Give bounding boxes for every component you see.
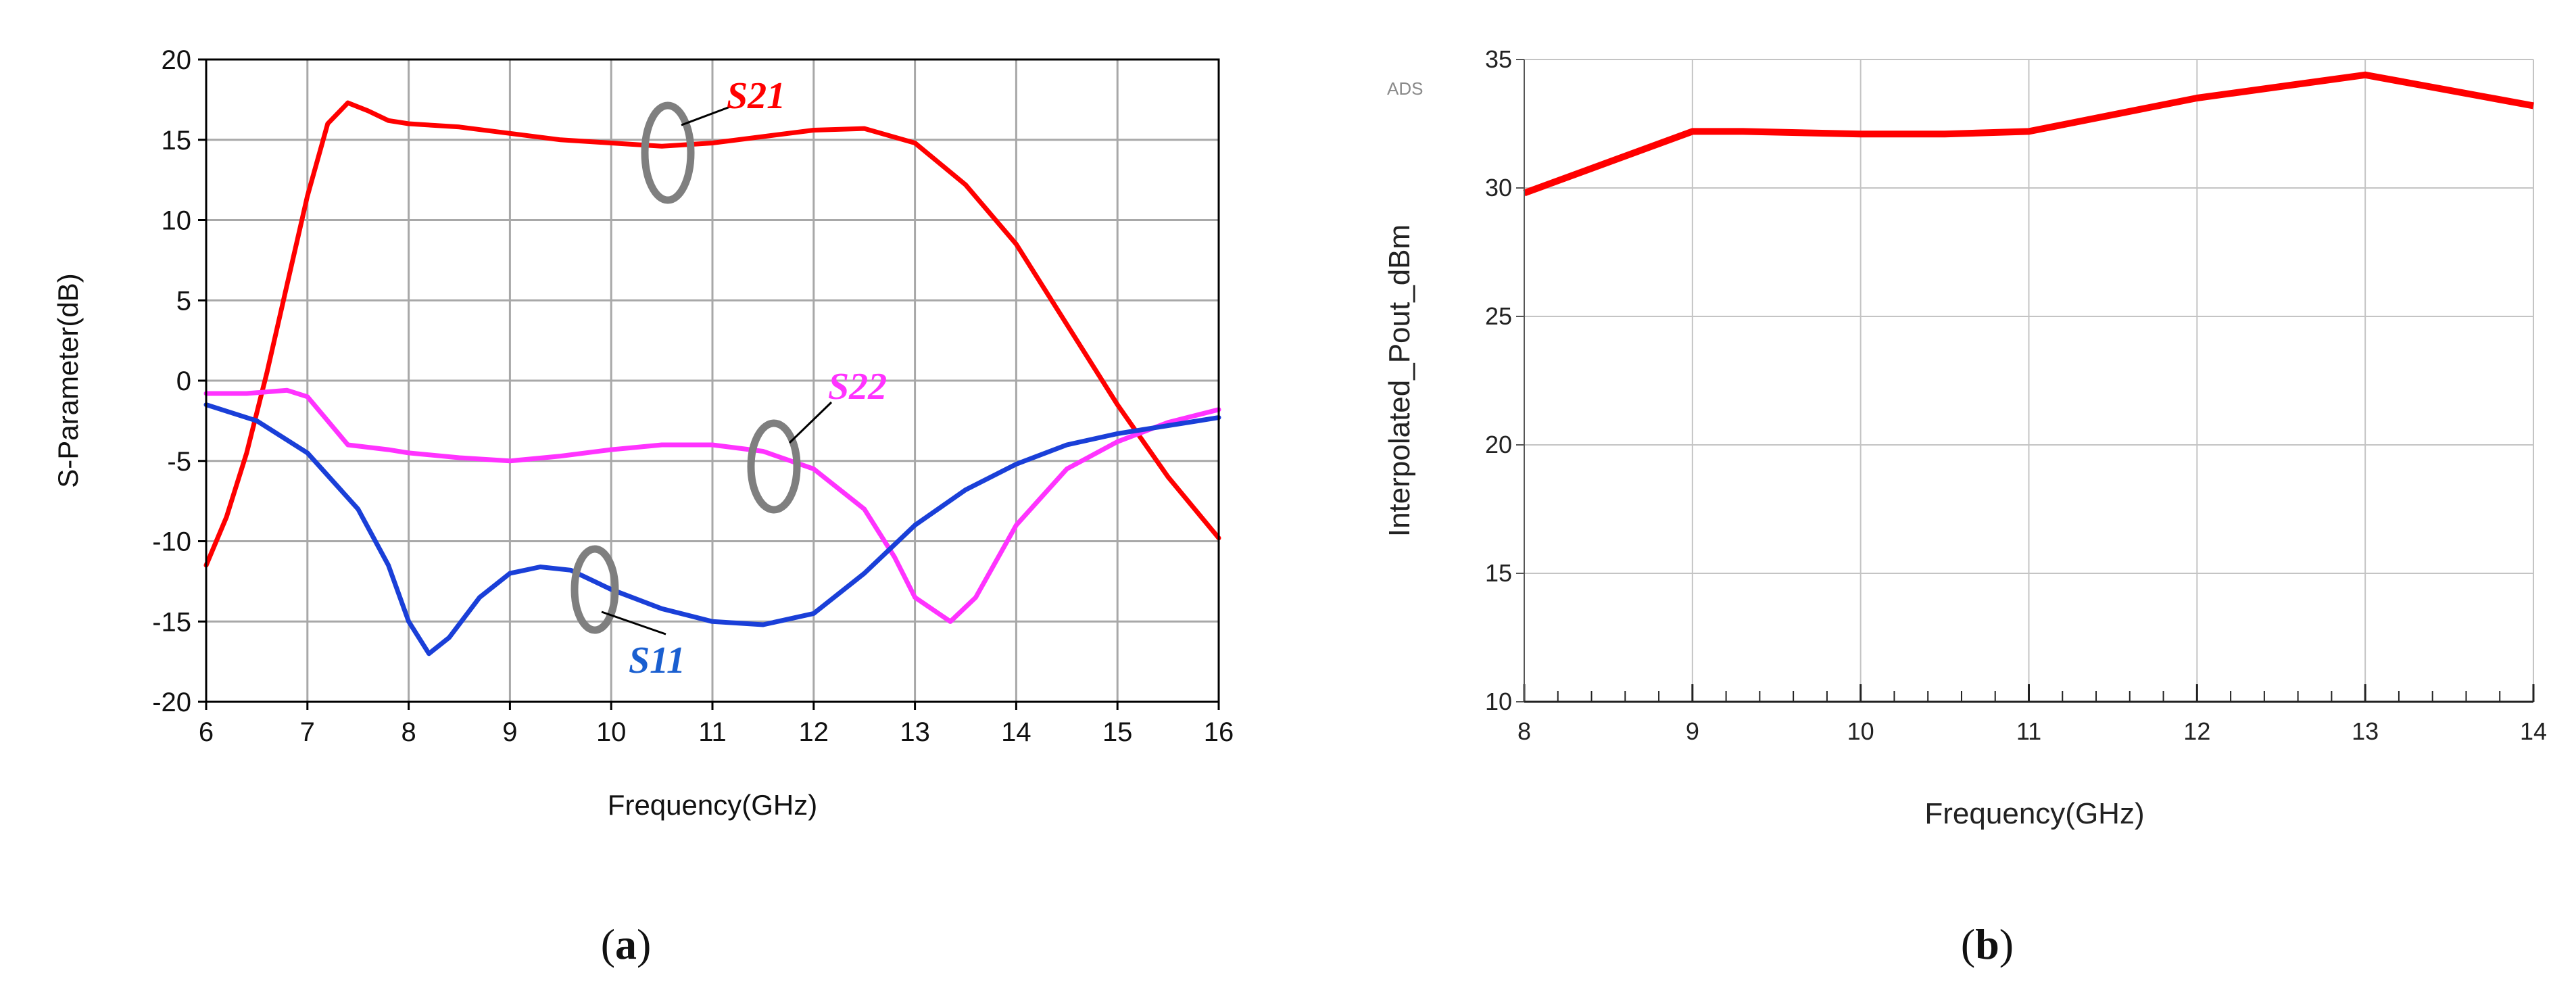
s22-annotation: S22 [747,366,887,514]
x-tick-label-b: 9 [1686,717,1699,745]
gridlines-b [1516,59,2534,702]
s11-annotation: S11 [570,545,685,682]
s11-leader-line [601,611,666,636]
x-minor-ticks-b [1523,684,2535,702]
y-tick-label-b: 30 [1485,174,1512,201]
s11-label: S11 [629,640,685,682]
y-tick-label-a: -15 [152,607,191,637]
series-line-s11 [203,402,1221,656]
y-tick-label-a: -5 [167,447,191,477]
y-tick-labels-a: -20 -15 -10 -5 0 5 10 15 20 [152,45,191,717]
x-tick-label-a: 11 [698,717,727,747]
series-line-s22 [203,387,1221,624]
y-tick-label-b: 25 [1485,302,1512,330]
y-tick-label-a: 20 [162,45,192,75]
y-axis-title-a: S-Parameter(dB) [52,273,84,487]
x-tick-label-a: 10 [596,717,627,747]
chart-panel-b: 8 9 10 11 12 13 14 10 15 20 25 30 35 ADS Frequency(… [1383,45,2547,830]
s22-leader-line [788,401,833,444]
y-tick-label-a: 10 [162,206,192,236]
s22-marker-ellipse [747,419,801,514]
y-tick-label-b: 15 [1485,559,1512,587]
s21-label: S21 [727,75,785,117]
x-tick-label-a: 15 [1102,717,1133,747]
x-tick-label-b: 8 [1517,717,1531,745]
ads-corner-label: ADS [1387,78,1423,99]
caption-b: (b) [1961,920,2014,968]
x-tick-label-a: 16 [1204,717,1234,747]
series-group-a [203,100,1221,656]
s11-marker-ellipse [570,545,619,634]
s22-label: S22 [828,366,887,408]
plot-frame-a [205,58,1220,703]
x-tick-label-b: 11 [2016,717,2041,745]
y-tick-label-a: 15 [162,126,192,156]
y-axis-title-b: Interpolated_Pout_dBm [1383,224,1416,537]
x-tick-label-b: 13 [2352,717,2379,745]
series-line-pout [1523,71,2534,197]
caption-b-letter: b [1975,920,1999,968]
x-tick-labels-b: 8 9 10 11 12 13 14 [1517,717,2547,745]
caption-a: (a) [601,920,652,968]
y-tick-label-a: 5 [176,286,191,316]
x-tick-label-a: 13 [900,717,930,747]
s21-marker-ellipse [641,101,695,204]
x-tick-label-a: 6 [199,717,214,747]
x-tick-label-a: 14 [1001,717,1031,747]
x-axis-title-a: Frequency(GHz) [608,789,817,821]
y-tick-label-b: 20 [1485,431,1512,458]
chart-panel-a: 6 7 8 9 10 11 12 13 14 15 16 -20 -15 -10 -5 0 5 10 15 20 F… [52,45,1234,821]
y-tick-label-b: 35 [1485,45,1512,73]
s21-annotation: S21 [641,75,785,204]
x-axis-title-b: Frequency(GHz) [1924,797,2144,830]
s21-leader-line [681,105,731,126]
y-tick-label-a: 0 [176,366,191,396]
series-line-s21 [203,100,1221,568]
x-tick-label-b: 14 [2520,717,2547,745]
caption-a-letter: a [615,920,637,968]
series-group-b [1523,71,2534,197]
y-tick-label-a: -10 [152,527,191,557]
y-tick-label-a: -20 [152,688,191,717]
x-tick-label-a: 7 [300,717,315,747]
x-tick-labels-a: 6 7 8 9 10 11 12 13 14 15 16 [199,717,1234,747]
x-tick-label-a: 8 [401,717,416,747]
x-tick-label-b: 12 [2183,717,2210,745]
x-tick-label-a: 12 [799,717,829,747]
y-tick-labels-b: 10 15 20 25 30 35 [1485,45,1512,715]
x-tick-label-a: 9 [502,717,517,747]
y-tick-label-b: 10 [1485,688,1512,715]
x-tick-label-b: 10 [1847,717,1874,745]
